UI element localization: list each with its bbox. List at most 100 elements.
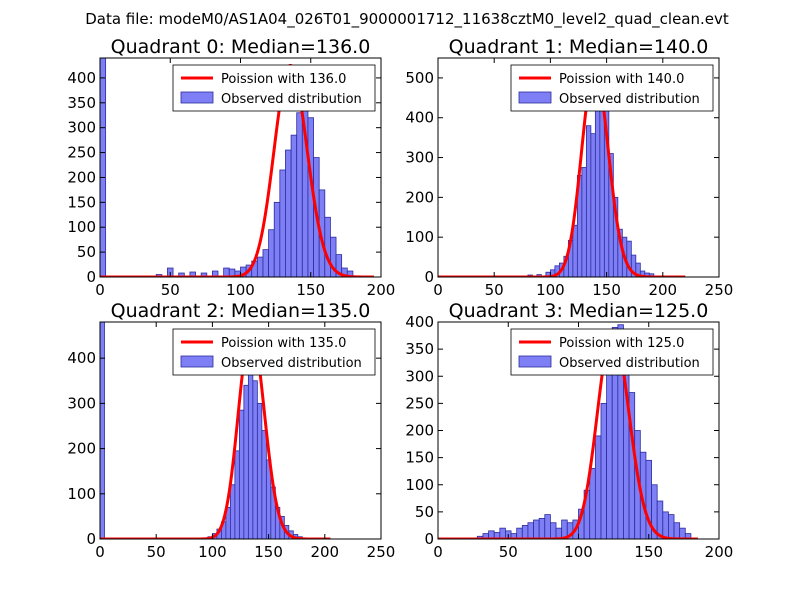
x-tick-label: 150 [296, 281, 325, 299]
y-tick-label: 50 [77, 243, 96, 261]
histogram-bar [335, 254, 343, 277]
panel-quadrant-0: 0 50 100 150 200 0 50 100 150 200 250 300 350 400 Quad… [67, 36, 395, 299]
y-tick-label: 50 [415, 503, 434, 521]
histogram-bar [684, 533, 692, 539]
y-tick-label: 100 [67, 218, 96, 236]
y-tick-label: 350 [67, 94, 96, 112]
histogram-bar [252, 380, 258, 539]
poisson-curve [100, 329, 331, 539]
x-tick-label: 100 [226, 281, 255, 299]
y-tick-label: 200 [67, 440, 96, 458]
y-tick-label: 400 [405, 313, 434, 331]
panel-quadrant-1: 0 50 100 150 200 250 0 100 200 300 400 500 Quadrant … [405, 36, 733, 299]
y-tick-label: 150 [405, 449, 434, 467]
histogram-bar [679, 527, 686, 539]
legend-poisson-label: Poission with 140.0 [559, 72, 684, 87]
y-tick-label: 400 [67, 69, 96, 87]
x-tick-label: 100 [536, 281, 565, 299]
histogram-bar [324, 216, 331, 277]
x-tick-label: 200 [648, 281, 677, 299]
legend: Poission with 140.0 Observed distribution [510, 64, 714, 112]
legend-observed-label: Observed distribution [221, 92, 362, 107]
panel-quadrant-2: 0 50 100 150 200 250 0 100 200 300 400 Quadrant 2: … [67, 300, 395, 561]
y-tick-label: 400 [405, 109, 434, 127]
histogram-bar [100, 58, 107, 277]
histogram-bar [238, 409, 245, 539]
x-tick-label: 50 [499, 543, 518, 561]
legend-poisson-label: Poission with 135.0 [221, 336, 346, 351]
histogram-bar [581, 167, 587, 277]
x-tick-label: 150 [634, 543, 663, 561]
legend-poisson-label: Poission with 125.0 [559, 336, 684, 351]
y-tick-label: 200 [405, 422, 434, 440]
legend-observed-label: Observed distribution [559, 92, 700, 107]
y-tick-label: 200 [67, 168, 96, 186]
histogram-bar [600, 402, 607, 539]
panel-title: Quadrant 3: Median=125.0 [449, 300, 709, 322]
x-tick-label: 0 [95, 281, 105, 299]
histogram-bar [200, 272, 208, 277]
x-tick-label: 150 [592, 281, 621, 299]
x-tick-label: 200 [367, 281, 396, 299]
histogram-bar [668, 514, 675, 539]
x-tick-label: 250 [367, 543, 396, 561]
y-tick-label: 250 [405, 394, 434, 412]
histogram-bar [256, 256, 264, 277]
histogram-bar [261, 430, 267, 539]
histogram-bar [538, 517, 546, 539]
y-tick-label: 0 [86, 268, 96, 286]
x-tick-label: 200 [705, 543, 734, 561]
histogram-bar [296, 112, 303, 277]
histogram-bar [499, 527, 506, 539]
histogram-bar [589, 468, 596, 539]
panel-title: Quadrant 2: Median=135.0 [111, 300, 371, 322]
y-tick-label: 100 [405, 228, 434, 246]
legend-poisson-label: Poission with 136.0 [221, 72, 346, 87]
y-tick-label: 300 [405, 367, 434, 385]
x-tick-label: 200 [310, 543, 339, 561]
histogram-bar [256, 402, 263, 539]
y-tick-label: 100 [405, 476, 434, 494]
legend: Poission with 136.0 Observed distribution [172, 64, 376, 112]
x-tick-label: 50 [147, 543, 166, 561]
poisson-curve [438, 328, 699, 539]
histogram-bar [550, 522, 557, 539]
histogram-bar [585, 125, 592, 277]
x-tick-label: 250 [705, 281, 734, 299]
histogram-bar [273, 201, 281, 277]
y-tick-label: 300 [67, 119, 96, 137]
legend-observed-swatch [180, 91, 214, 104]
histogram-bar [268, 229, 275, 277]
x-tick-label: 100 [564, 543, 593, 561]
histogram-bar [211, 270, 219, 277]
legend: Poission with 125.0 Observed distribution [510, 328, 714, 376]
panels: 0 50 100 150 200 0 50 100 150 200 250 300 350 400 Quad… [67, 36, 733, 561]
histogram-bar [533, 519, 540, 539]
histogram-bar [234, 450, 240, 539]
y-tick-label: 300 [405, 149, 434, 167]
histogram-bar [544, 514, 551, 539]
plot-content [438, 66, 686, 277]
axes-frame [99, 321, 382, 540]
x-tick-label: 0 [95, 543, 105, 561]
y-tick-label: 300 [67, 394, 96, 412]
x-tick-label: 50 [161, 281, 180, 299]
histogram-bar [590, 133, 596, 277]
x-tick-label: 0 [433, 543, 443, 561]
legend-observed-swatch [518, 355, 552, 368]
plot-content [100, 322, 331, 539]
histogram-bar [572, 224, 578, 277]
histogram-bar [247, 362, 254, 539]
y-tick-label: 350 [405, 340, 434, 358]
x-tick-label: 50 [485, 281, 504, 299]
y-tick-label: 250 [67, 144, 96, 162]
y-tick-label: 100 [67, 485, 96, 503]
figure-title: Data file: modeM0/AS1A04_026T01_90000017… [85, 10, 729, 29]
y-tick-label: 0 [424, 268, 434, 286]
histogram-bar [100, 322, 105, 539]
legend-observed-label: Observed distribution [221, 356, 362, 371]
x-tick-label: 150 [254, 543, 283, 561]
poisson-curve [100, 63, 375, 277]
y-tick-label: 0 [86, 530, 96, 548]
